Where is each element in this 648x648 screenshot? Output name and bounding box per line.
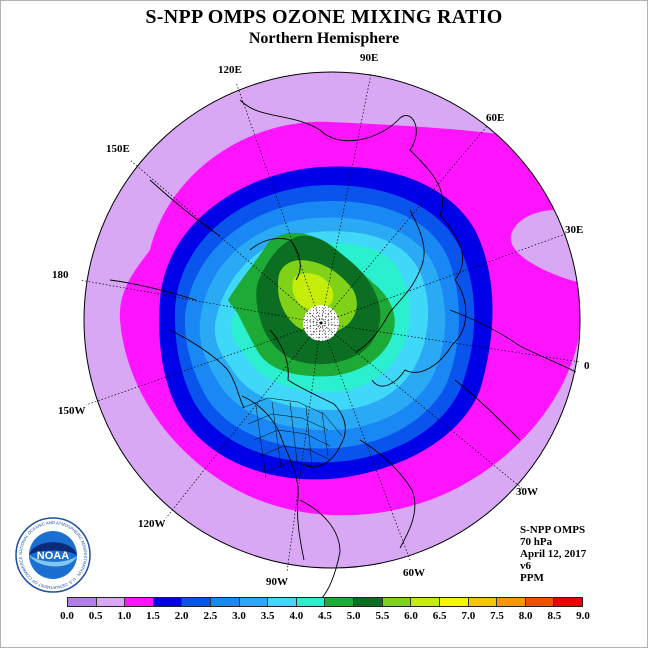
label-150w: 150W <box>58 405 86 417</box>
meridian-grid <box>79 73 581 573</box>
label-90e: 90E <box>360 52 378 64</box>
map-title: S-NPP OMPS OZONE MIXING RATIO <box>145 6 503 28</box>
colorbar-segment <box>411 598 440 606</box>
colorbar-tick-label: 3.0 <box>232 610 246 622</box>
colorbar-tick-label: 5.0 <box>346 610 361 622</box>
label-150e: 150E <box>106 143 130 155</box>
product-info: S-NPP OMPS 70 hPa April 12, 2017 v6 PPM <box>520 524 586 584</box>
colorbar-segment <box>525 598 555 606</box>
colorbar-tick-label: 0.5 <box>88 610 103 622</box>
colorbar-segment <box>268 598 297 606</box>
colorbar <box>67 597 583 607</box>
logo-bird-shape <box>29 542 77 555</box>
colorbar-segment <box>153 598 183 606</box>
colorbar-tick-label: 4.5 <box>318 610 332 622</box>
colorbar-segment <box>354 598 383 606</box>
colorbar-tick-label: 7.5 <box>490 610 504 622</box>
colorbar-tick-label: 1.0 <box>117 610 132 622</box>
colorbar-segment <box>211 598 240 606</box>
colorbar-tick-label: 7.0 <box>461 610 476 622</box>
colorbar-tick-label: 8.5 <box>547 610 562 622</box>
colorbar-segment <box>468 598 498 606</box>
colorbar-segment <box>182 598 212 606</box>
colorbar-segment <box>554 598 582 606</box>
label-30e: 30E <box>565 224 583 236</box>
us-state-grid <box>241 397 343 479</box>
colorbar-tick-label: 6.5 <box>432 610 447 622</box>
label-60w: 60W <box>403 567 425 579</box>
meridian-labels: 90E 60E 30E 0 30W 60W 90W 120W 150W 180 … <box>52 52 590 588</box>
colorbar-tick-label: 9.0 <box>576 610 590 622</box>
colorbar-segment <box>497 598 526 606</box>
info-pressure: 70 hPa <box>520 536 553 548</box>
noaa-logo: NOAA NATIONAL OCEANIC AND ATMOSPHERIC AD… <box>15 517 91 593</box>
colorbar-segment <box>382 598 412 606</box>
label-60e: 60E <box>486 112 504 124</box>
colorbar-tick-label: 5.5 <box>375 610 390 622</box>
label-0: 0 <box>584 360 590 372</box>
map-border <box>83 71 581 569</box>
colorbar-tick-label: 4.0 <box>289 610 304 622</box>
colorbar-tick-label: 2.0 <box>174 610 189 622</box>
label-30w: 30W <box>516 486 538 498</box>
coastlines <box>109 99 577 601</box>
ozone-field <box>84 72 580 568</box>
colorbar-segment <box>296 598 326 606</box>
colorbar-tick-label: 3.5 <box>260 610 275 622</box>
colorbar-tick-label: 2.5 <box>203 610 218 622</box>
colorbar-tick-label: 0.0 <box>60 610 74 622</box>
info-instrument: S-NPP OMPS <box>520 524 586 536</box>
logo-wave-shape <box>29 555 77 567</box>
info-units: PPM <box>520 572 544 584</box>
colorbar-segment <box>439 598 469 606</box>
info-version: v6 <box>520 560 531 572</box>
label-90w: 90W <box>266 576 288 588</box>
logo-wordmark: NOAA <box>37 550 69 562</box>
label-120e: 120E <box>218 64 242 76</box>
colorbar-tick-label: 8.0 <box>518 610 533 622</box>
colorbar-tick-label: 1.5 <box>146 610 160 622</box>
colorbar-segment <box>325 598 355 606</box>
colorbar-segment <box>96 598 126 606</box>
colorbar-segment <box>125 598 154 606</box>
logo-inner-disk <box>29 531 77 579</box>
colorbar-ticks: 0.0 0.5 1.0 1.5 2.0 2.5 3.0 3.5 4.0 4.5 5.0 5.5 6.0 6… <box>52 610 598 624</box>
ozone-band-6p0-6p5 <box>292 273 334 310</box>
label-120w: 120W <box>138 518 166 530</box>
map-subtitle: Northern Hemisphere <box>248 30 400 47</box>
colorbar-tick-label: 6.0 <box>404 610 418 622</box>
colorbar-segment <box>239 598 269 606</box>
info-date: April 12, 2017 <box>520 548 587 560</box>
colorbar-segment <box>68 598 97 606</box>
label-180: 180 <box>52 269 69 281</box>
